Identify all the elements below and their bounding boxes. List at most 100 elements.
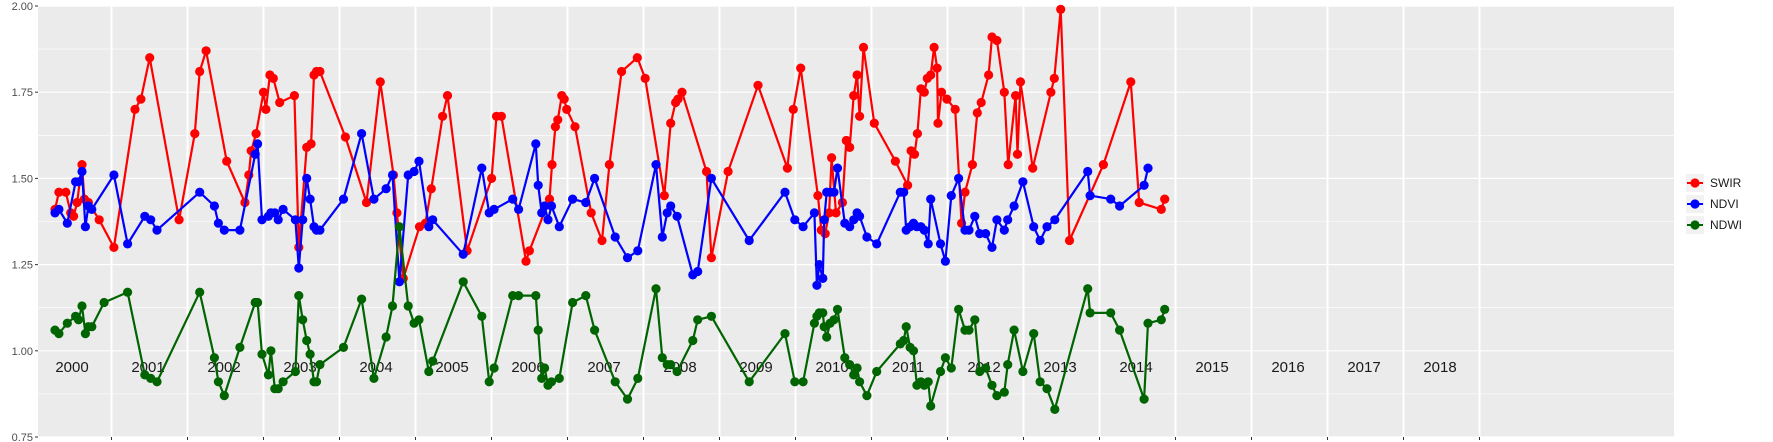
data-point [1056, 4, 1066, 15]
data-point [829, 187, 839, 197]
data-point [672, 211, 682, 221]
data-point [263, 370, 273, 380]
data-point [294, 242, 304, 252]
data-point [514, 204, 524, 214]
data-point [617, 66, 627, 77]
data-point [673, 94, 683, 104]
data-point [923, 239, 933, 249]
data-point [1083, 166, 1093, 177]
data-point [190, 129, 200, 139]
data-point [1083, 284, 1093, 294]
data-point [912, 129, 923, 139]
data-point [477, 311, 487, 321]
data-point [414, 156, 424, 166]
data-point [845, 142, 855, 152]
data-point [54, 204, 64, 214]
data-point [981, 363, 991, 373]
data-point [581, 291, 591, 301]
data-point [1126, 77, 1136, 87]
data-point [1003, 360, 1013, 370]
data-point [999, 225, 1009, 235]
data-point [1139, 180, 1149, 190]
data-point [964, 325, 974, 335]
data-point [960, 187, 970, 197]
data-point [533, 180, 543, 190]
data-point [496, 111, 506, 121]
legend: SWIR NDVI NDWI [1686, 174, 1742, 234]
data-point [829, 315, 839, 325]
data-point [87, 322, 97, 332]
data-point [489, 363, 499, 373]
data-point [426, 184, 436, 194]
data-point [633, 246, 643, 256]
data-point [250, 149, 260, 159]
data-point [540, 201, 550, 211]
data-point [992, 215, 1002, 225]
data-point [547, 160, 557, 170]
data-point [302, 173, 312, 183]
data-point [814, 260, 824, 270]
data-point [992, 391, 1002, 401]
data-point [869, 118, 879, 128]
data-point [1085, 308, 1095, 318]
y-tick-label: 1.75 [12, 87, 33, 99]
data-point [950, 104, 960, 114]
data-point [845, 222, 855, 232]
data-point [278, 204, 288, 214]
data-point [824, 208, 834, 218]
data-point [744, 377, 754, 387]
data-point [818, 308, 828, 318]
data-point [1139, 394, 1149, 404]
data-point [531, 139, 541, 149]
series-ndwi [50, 222, 1170, 414]
data-point [832, 304, 843, 314]
data-point [62, 218, 72, 228]
data-point [559, 94, 569, 104]
data-point [984, 70, 994, 80]
data-point [744, 235, 754, 246]
data-point [822, 332, 832, 342]
data-point [546, 201, 557, 211]
data-point [54, 187, 64, 197]
data-point [1143, 163, 1153, 173]
year-label: 2007 [587, 359, 620, 376]
data-point [1035, 235, 1045, 246]
data-point [195, 287, 205, 297]
legend-item-ndvi: NDVI [1686, 195, 1739, 213]
data-point [926, 401, 936, 411]
data-point [152, 377, 162, 387]
year-label: 2015 [1195, 359, 1228, 376]
series-group [50, 4, 1170, 414]
data-point [305, 194, 315, 204]
data-point [174, 215, 184, 225]
data-point [369, 373, 379, 383]
data-point [537, 208, 547, 218]
data-point [935, 366, 946, 377]
y-tick-label: 1.25 [12, 260, 33, 272]
data-point [809, 208, 820, 218]
data-point [387, 170, 398, 180]
data-point [818, 273, 828, 283]
data-point [1156, 315, 1166, 325]
data-point [546, 377, 557, 387]
data-point [1049, 73, 1059, 83]
data-point [688, 335, 698, 346]
data-point [1143, 318, 1153, 328]
data-point [298, 315, 308, 325]
data-point [972, 108, 982, 118]
data-point [531, 291, 541, 301]
data-point [99, 297, 109, 308]
data-point [812, 280, 822, 290]
data-point [1156, 204, 1166, 214]
data-point [568, 297, 578, 308]
series-ndvi [50, 129, 1153, 290]
data-point [622, 253, 633, 263]
data-point [1003, 160, 1013, 170]
data-point [1012, 149, 1023, 159]
data-point [657, 353, 667, 363]
data-point [570, 122, 580, 132]
data-point [294, 291, 304, 301]
data-point [1011, 91, 1021, 101]
data-point [273, 384, 283, 394]
data-point [610, 377, 620, 387]
